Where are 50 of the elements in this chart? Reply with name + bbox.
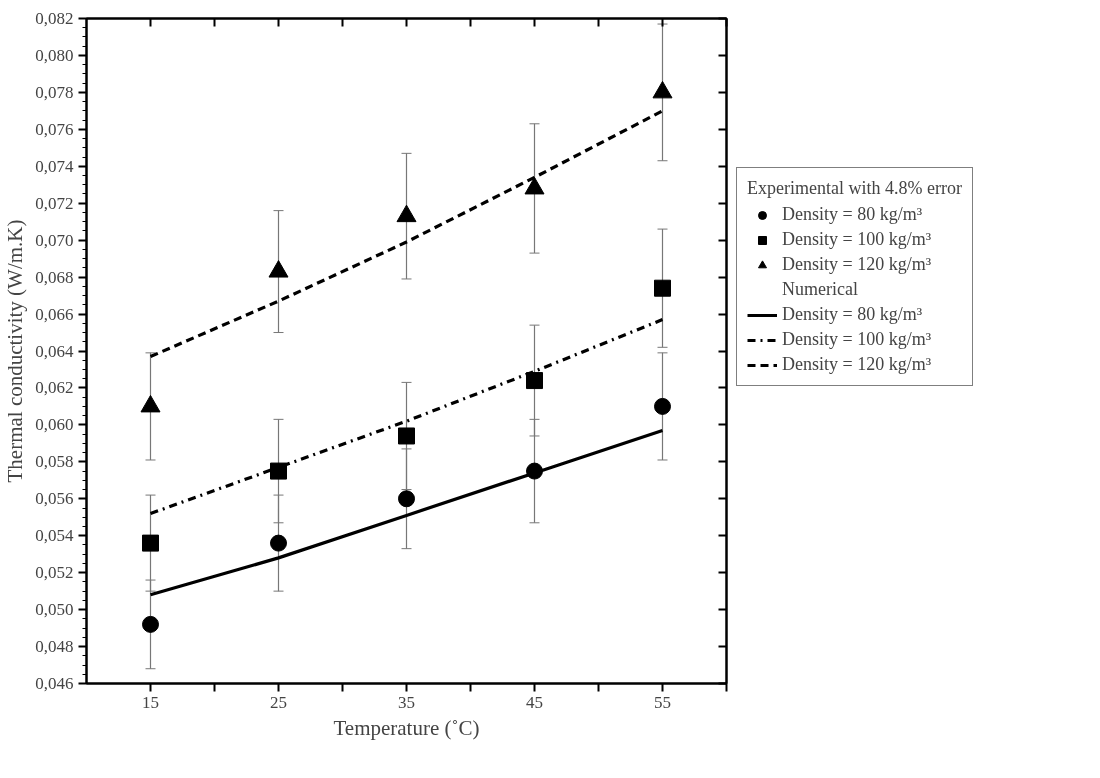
y-tick-label: 0,054	[35, 526, 74, 546]
y-tick-label: 0,056	[35, 489, 74, 509]
legend-label: Density = 120 kg/m³	[782, 354, 932, 375]
point	[654, 279, 671, 297]
point	[654, 397, 671, 415]
y-tick-label: 0,060	[35, 415, 74, 435]
point	[398, 427, 415, 445]
legend-label: Density = 80 kg/m³	[782, 304, 923, 325]
y-tick-label: 0,076	[35, 119, 74, 139]
x-tick-label: 15	[142, 692, 159, 712]
y-tick-label: 0,080	[35, 45, 74, 65]
y-tick-label: 0,072	[35, 193, 74, 213]
y-tick-label: 0,068	[35, 267, 74, 287]
point	[142, 615, 159, 633]
x-tick-label: 35	[398, 692, 415, 712]
y-tick-label: 0,050	[35, 600, 74, 620]
y-tick-label: 0,064	[35, 341, 74, 361]
text: Numerical	[782, 279, 858, 300]
y-tick-label: 0,052	[35, 563, 74, 583]
y-tick-label: 0,070	[35, 230, 74, 250]
x-tick-label: 55	[654, 692, 671, 712]
y-tick-label: 0,062	[35, 378, 74, 398]
x-tick-label: 25	[270, 692, 287, 712]
legend-label: Density = 100 kg/m³	[782, 329, 932, 350]
y-tick-label: 0,046	[35, 674, 74, 693]
point	[268, 260, 289, 278]
point	[398, 490, 415, 508]
point	[270, 534, 287, 552]
line-series	[148, 318, 665, 516]
legend-label: Density = 100 kg/m³	[782, 229, 932, 250]
y-tick-label: 0,058	[35, 452, 74, 472]
y-tick-label: 0,078	[35, 82, 74, 102]
point	[526, 372, 543, 390]
point	[524, 176, 545, 195]
x-tick-label: 45	[526, 692, 543, 712]
y-tick-label: 0,048	[35, 637, 74, 657]
point	[270, 462, 287, 480]
point	[652, 80, 673, 99]
line-series	[148, 109, 665, 359]
line-series	[148, 428, 665, 597]
point	[142, 534, 159, 552]
y-tick-label: 0,066	[35, 304, 74, 324]
legend-label: Density = 80 kg/m³	[782, 204, 923, 225]
x-axis-title: Temperature (˚C)	[333, 715, 480, 740]
legend-title: Experimental with 4.8% error	[747, 178, 962, 199]
y-tick-label: 0,074	[35, 156, 74, 176]
point	[396, 204, 417, 223]
y-axis-title: Thermal conductivity (W/m.K)	[3, 219, 28, 483]
y-tick-label: 0,082	[35, 9, 74, 28]
legend-label: Density = 120 kg/m³	[782, 254, 932, 275]
